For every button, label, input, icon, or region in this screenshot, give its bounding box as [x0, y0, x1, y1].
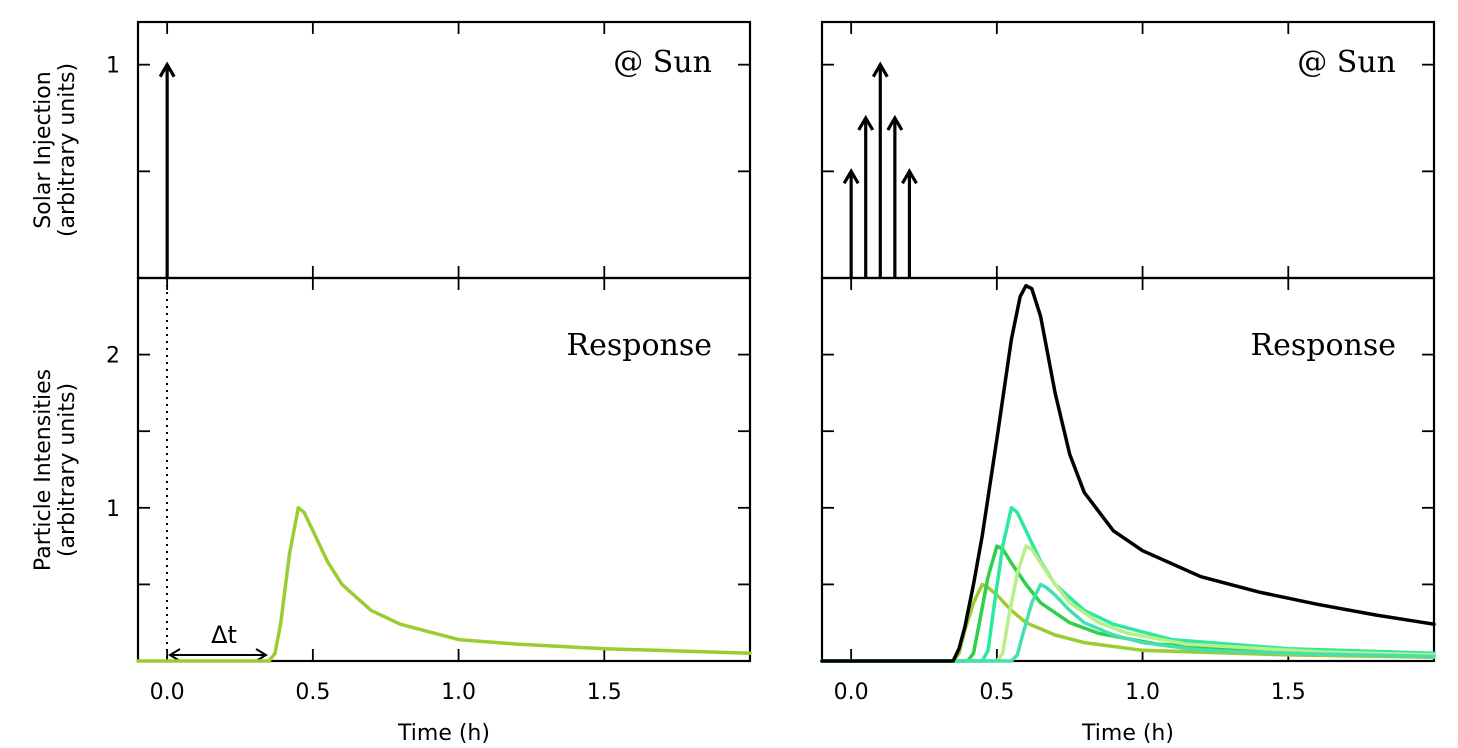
top-left-ylabel-line2: (arbitrary units) [55, 63, 80, 237]
panel-left: @ Sun Response Solar Injection (arbitrar… [31, 20, 752, 746]
x-tick-label: 1.5 [587, 680, 622, 705]
y-tick-label: 1 [106, 497, 120, 522]
bottom-left-frame [136, 276, 752, 663]
y-tick-label: 2 [106, 344, 120, 369]
x-tick-label: 1.0 [1125, 680, 1160, 705]
x-tick-label: 0.0 [834, 680, 869, 705]
left-response-curves [136, 506, 752, 663]
injection-arrow [901, 168, 918, 278]
right-injection-arrows [842, 61, 918, 278]
response-curve [820, 582, 1436, 663]
delta-t-arrowhead-left [168, 648, 181, 662]
left-injection-arrows [158, 61, 176, 278]
response-curve [820, 544, 1436, 663]
x-tick-label: 0.0 [150, 680, 185, 705]
injection-arrow [886, 114, 904, 278]
injection-arrow [871, 61, 889, 278]
top-right-annotation: @ Sun [1297, 45, 1396, 80]
x-tick-label: 1.5 [1271, 680, 1306, 705]
x-tick-label: 0.5 [979, 680, 1014, 705]
bottom-left-y-ticks: 12 [106, 344, 750, 586]
bottom-left-ylabel-line2: (arbitrary units) [55, 383, 80, 557]
x-tick-label: 0.5 [295, 680, 330, 705]
bottom-right-annotation: Response [1251, 328, 1396, 363]
injection-arrow [857, 114, 875, 278]
top-right-y-ticks [822, 63, 1434, 173]
top-left-y-ticks: 1 [106, 54, 750, 173]
delta-t-label: Δt [211, 621, 237, 649]
bottom-left-annotation: Response [567, 328, 712, 363]
response-curve [820, 506, 1436, 663]
right-x-ticks: 0.0 0.5 1.0 1.5 [834, 22, 1306, 705]
bottom-right-y-ticks [822, 353, 1434, 586]
injection-arrow [158, 61, 176, 278]
left-xlabel: Time (h) [397, 721, 490, 746]
bottom-left-ylabel-line1: Particle Intensities [31, 369, 56, 571]
y-tick-label: 1 [106, 54, 120, 79]
right-response-curves [820, 283, 1436, 663]
response-curve [136, 506, 752, 663]
left-x-ticks: 0.0 0.5 1.0 1.5 [150, 22, 622, 705]
x-tick-label: 1.0 [441, 680, 476, 705]
panel-right: @ Sun Response Time (h) 0.0 0.5 1.0 1.5 [820, 20, 1436, 746]
injection-arrow [842, 168, 860, 278]
response-curve [820, 544, 1436, 663]
right-xlabel: Time (h) [1081, 721, 1174, 746]
top-left-annotation: @ Sun [613, 45, 712, 80]
top-left-ylabel-line1: Solar Injection [31, 71, 56, 228]
bottom-right-frame [820, 276, 1436, 663]
response-curve [820, 283, 1436, 663]
delta-t-arrowhead-right [255, 648, 268, 662]
